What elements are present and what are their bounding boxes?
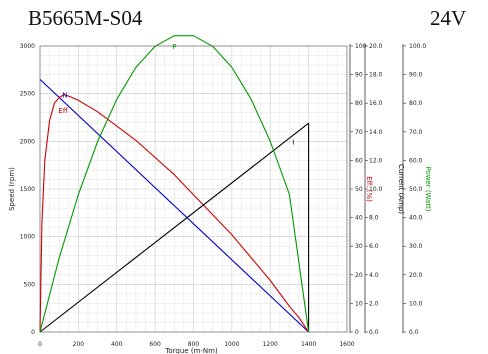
efficiency-tick-label: 30 <box>355 243 363 250</box>
speed-tick-label: 2000 <box>20 138 35 145</box>
efficiency-tick-label: 20 <box>355 272 363 279</box>
x-tick-label: 800 <box>188 341 200 348</box>
series-n-line <box>39 78 309 333</box>
speed-tick-label: 3000 <box>20 43 35 50</box>
power-tick-label: 30.0 <box>409 243 423 250</box>
annotation-label: Eff <box>58 107 67 115</box>
power-tick-label: 80.0 <box>409 100 423 107</box>
efficiency-tick-label: 60 <box>355 157 363 164</box>
x-tick-label: 1200 <box>263 341 278 348</box>
speed-tick-label: 1500 <box>20 186 35 193</box>
series-i-line <box>39 122 310 333</box>
x-axis-label: Torque (m-Nm) <box>164 347 218 354</box>
chart-title: B5665M-S04 <box>28 6 143 30</box>
x-tick-label: 1600 <box>339 341 354 348</box>
efficiency-tick-label: 50 <box>355 186 363 193</box>
efficiency-tick-label: 10 <box>355 300 363 307</box>
series-p-line <box>39 35 310 333</box>
power-axis-label: Power (Watt) <box>424 166 432 211</box>
current-tick-label: 16.0 <box>369 100 383 107</box>
x-tick-label: 1400 <box>301 341 316 348</box>
current-tick-label: 10.0 <box>369 186 383 193</box>
efficiency-tick-label: 0 <box>355 329 359 336</box>
speed-tick-label: 1000 <box>20 234 35 241</box>
power-tick-label: 60.0 <box>409 157 423 164</box>
x-tick-label: 200 <box>73 341 85 348</box>
power-tick-label: 10.0 <box>409 300 423 307</box>
annotation-label: P <box>172 43 176 51</box>
plot-border <box>39 45 348 333</box>
annotation-label: I <box>292 138 294 146</box>
speed-axis-label: Speed (rpm) <box>8 167 16 211</box>
x-tick-label: 1000 <box>224 341 239 348</box>
series-eff-line <box>39 94 310 333</box>
power-tick-label: 90.0 <box>409 72 423 79</box>
current-tick-label: 14.0 <box>369 129 383 136</box>
efficiency-tick-label: 80 <box>355 100 363 107</box>
current-tick-label: 6.0 <box>369 243 379 250</box>
efficiency-tick-label: 70 <box>355 129 363 136</box>
voltage-label: 24V <box>430 6 467 30</box>
speed-tick-label: 500 <box>24 281 36 288</box>
speed-tick-label: 0 <box>31 329 35 336</box>
current-tick-label: 2.0 <box>369 300 379 307</box>
x-tick-label: 0 <box>38 341 42 348</box>
current-axis-label: Current (Amp) <box>397 164 405 214</box>
power-tick-label: 40.0 <box>409 215 423 222</box>
power-tick-label: 20.0 <box>409 272 423 279</box>
power-tick-label: 50.0 <box>409 186 423 193</box>
efficiency-tick-label: 90 <box>355 72 363 79</box>
power-tick-label: 0.0 <box>409 329 419 336</box>
x-tick-label: 600 <box>149 341 161 348</box>
current-tick-label: 0.0 <box>369 329 379 336</box>
x-tick-label: 400 <box>111 341 123 348</box>
current-tick-label: 8.0 <box>369 215 379 222</box>
efficiency-tick-label: 40 <box>355 215 363 222</box>
power-tick-label: 100.0 <box>409 43 426 50</box>
current-tick-label: 12.0 <box>369 157 383 164</box>
speed-tick-label: 2500 <box>20 91 35 98</box>
current-tick-label: 20.0 <box>369 43 383 50</box>
power-tick-label: 70.0 <box>409 129 423 136</box>
current-tick-label: 18.0 <box>369 72 383 79</box>
efficiency-tick-label: 100 <box>355 43 367 50</box>
current-tick-label: 4.0 <box>369 272 379 279</box>
efficiency-axis-label: Eff. (%) <box>365 176 373 202</box>
annotation-label: N <box>62 92 67 100</box>
